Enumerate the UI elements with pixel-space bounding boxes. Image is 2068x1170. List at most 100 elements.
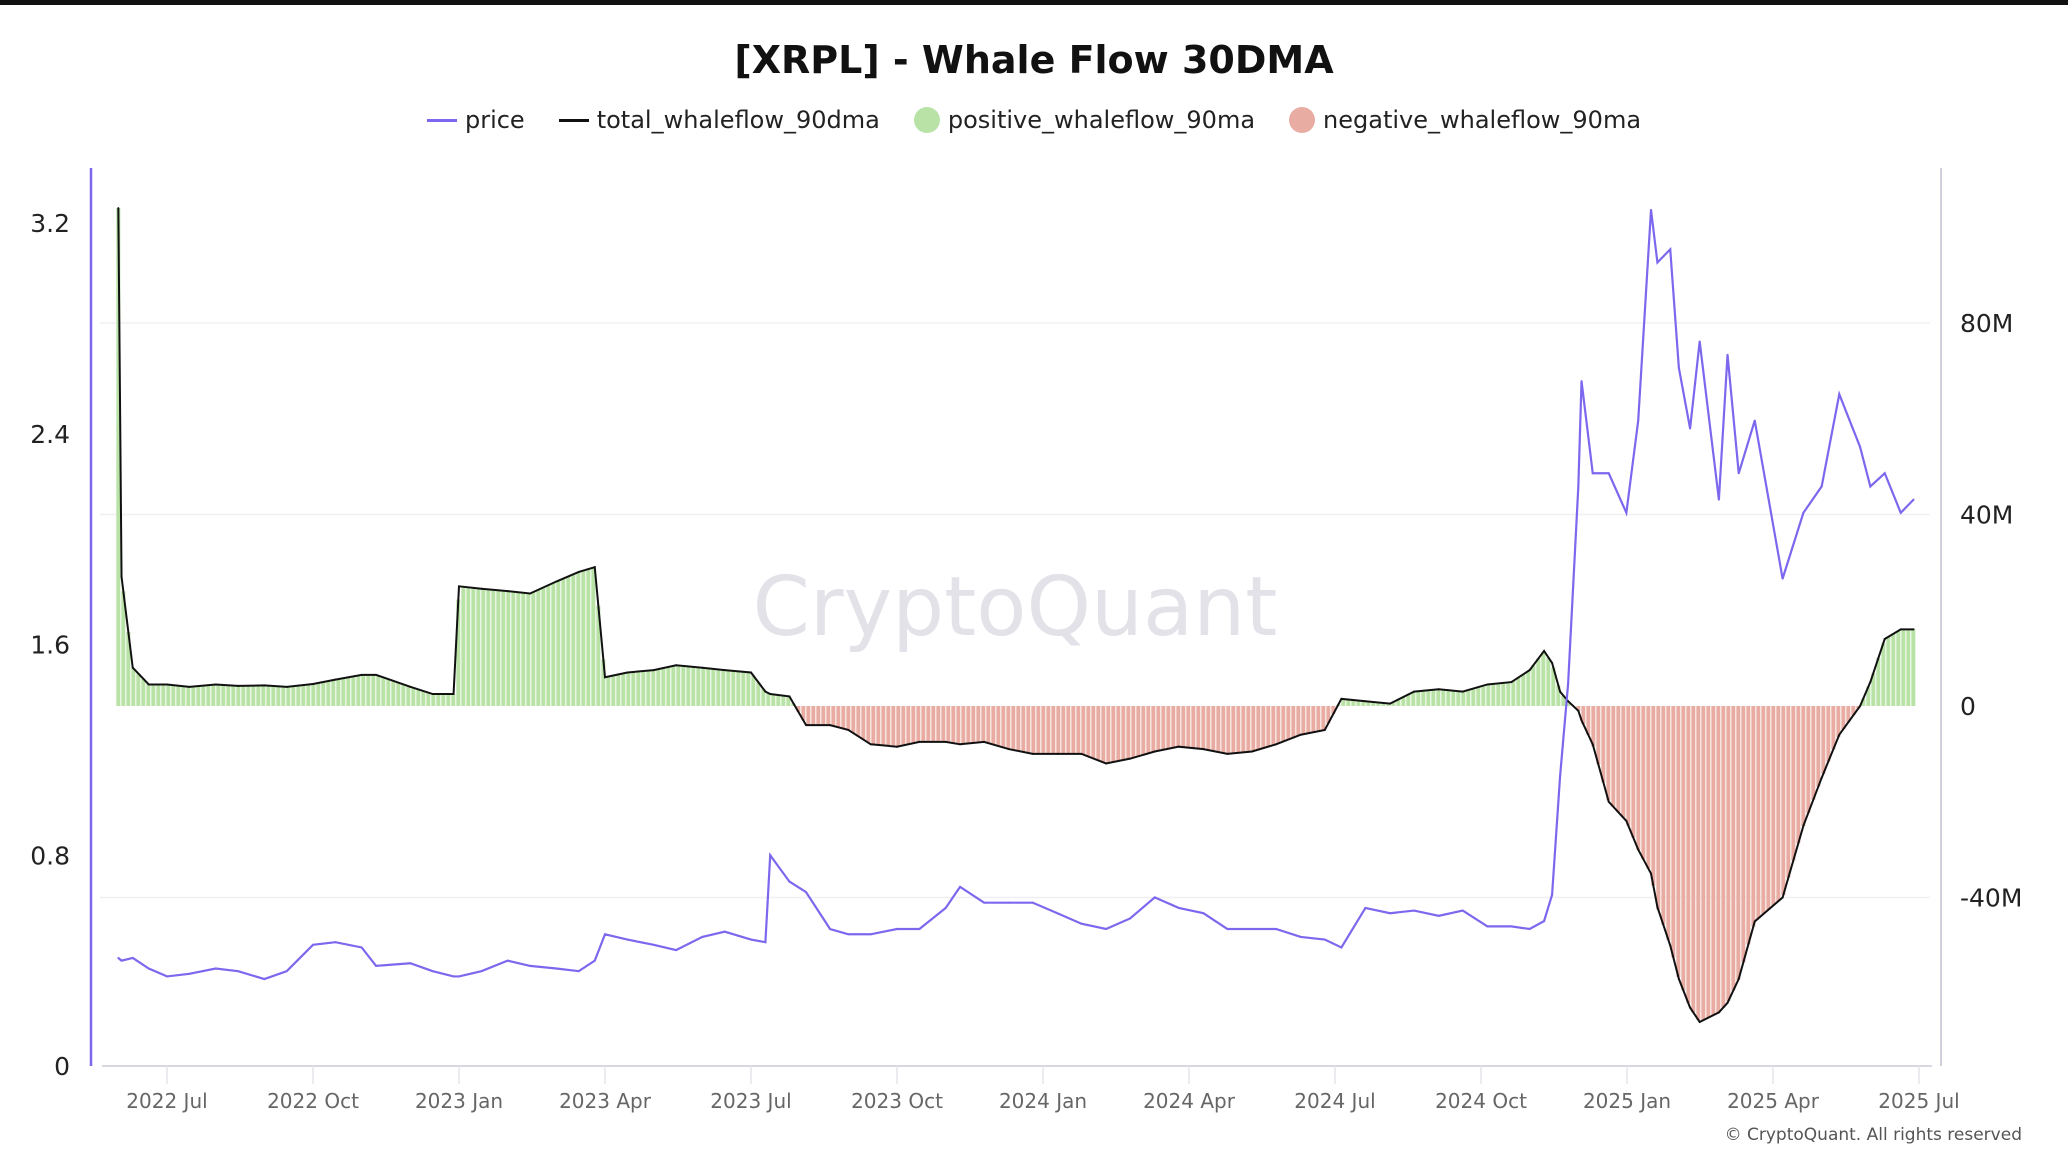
negative-whaleflow-bar: [1636, 706, 1641, 850]
positive-whaleflow-bar: [701, 667, 706, 706]
positive-whaleflow-bar: [696, 667, 701, 706]
positive-whaleflow-bar: [1516, 677, 1521, 706]
positive-whaleflow-bar: [626, 672, 631, 706]
price-point: [1323, 938, 1326, 941]
price-point: [1364, 906, 1367, 909]
positive-whaleflow-bar: [201, 685, 206, 706]
negative-whaleflow-bar: [851, 706, 856, 734]
whaleflow-point: [1912, 628, 1915, 631]
price-point: [1669, 248, 1672, 251]
negative-whaleflow-bar: [1046, 706, 1051, 754]
legend-item-negative[interactable]: negative_whaleflow_90ma: [1289, 106, 1641, 134]
positive-whaleflow-bar: [636, 671, 641, 706]
price-point: [147, 967, 150, 970]
left-axis-tick-label: 0: [54, 1052, 70, 1081]
positive-whaleflow-bar: [1886, 636, 1891, 706]
negative-whaleflow-bar: [1171, 706, 1176, 748]
whaleflow-point: [769, 693, 772, 696]
positive-whaleflow-bar: [1376, 702, 1381, 706]
legend-item-positive[interactable]: positive_whaleflow_90ma: [913, 106, 1256, 134]
negative-whaleflow-bar: [1581, 706, 1586, 725]
negative-whaleflow-bar: [1151, 706, 1156, 752]
positive-whaleflow-bar: [456, 599, 461, 706]
positive-whaleflow-bar: [586, 569, 591, 706]
negative-whaleflow-bar: [1071, 706, 1076, 754]
whaleflow-point: [1364, 700, 1367, 703]
positive-whaleflow-bar: [406, 686, 411, 706]
whaleflow-point: [1226, 752, 1229, 755]
negative-whaleflow-bar: [1651, 706, 1656, 886]
price-point: [1637, 419, 1640, 422]
positive-whaleflow-bar: [261, 685, 266, 706]
negative-whaleflow-bar: [1051, 706, 1056, 754]
whaleflow-point: [1056, 752, 1059, 755]
whaleflow-point: [944, 740, 947, 743]
whaleflow-point: [652, 669, 655, 672]
price-point: [1698, 340, 1701, 343]
whaleflow-point: [334, 678, 337, 681]
price-point: [1753, 419, 1756, 422]
whaleflow-point: [1698, 1020, 1701, 1023]
whaleflow-point: [131, 666, 134, 669]
negative-whaleflow-bar: [1641, 706, 1646, 860]
positive-whaleflow-bar: [566, 576, 571, 706]
positive-whaleflow-bar: [576, 572, 581, 706]
negative-whaleflow-bar: [1771, 706, 1776, 906]
positive-whaleflow-bar: [1491, 683, 1496, 706]
positive-whaleflow-bar: [351, 676, 356, 706]
negative-whaleflow-bar: [1306, 706, 1311, 734]
whaleflow-point: [1802, 824, 1805, 827]
negative-whaleflow-bar: [1006, 706, 1011, 749]
price-point: [1056, 912, 1059, 915]
legend-item-price[interactable]: price: [426, 106, 525, 134]
positive-whaleflow-bar: [616, 674, 621, 706]
negative-whaleflow-bar: [806, 706, 811, 726]
positive-whaleflow-bar: [186, 686, 191, 706]
legend-label: positive_whaleflow_90ma: [947, 106, 1256, 134]
positive-whaleflow-bar: [686, 666, 691, 706]
positive-whaleflow-bar: [486, 589, 491, 706]
positive-whaleflow-bar: [281, 686, 286, 706]
positive-whaleflow-bar: [306, 684, 311, 706]
negative-whaleflow-bar: [1801, 706, 1806, 826]
positive-whaleflow-bar: [591, 567, 596, 706]
positive-whaleflow-bar: [756, 682, 761, 706]
price-point: [577, 970, 580, 973]
positive-whaleflow-bar: [1386, 703, 1391, 706]
price-point: [1869, 485, 1872, 488]
negative-whaleflow-bar: [1281, 706, 1286, 742]
x-axis-tick-label: 2025 Apr: [1727, 1089, 1820, 1113]
whaleflow-point: [529, 592, 532, 595]
positive-whaleflow-bar: [231, 685, 236, 706]
positive-whaleflow-bar: [161, 684, 166, 706]
price-point: [131, 956, 134, 959]
positive-whaleflow-bar: [1346, 699, 1351, 706]
right-axis-tick-label: -40M: [1960, 884, 2022, 913]
whaleflow-point: [1389, 702, 1392, 705]
negative-whaleflow-bar: [1786, 706, 1791, 878]
positive-whaleflow-bar: [226, 685, 231, 706]
price-point: [604, 933, 606, 936]
negative-whaleflow-bar: [1706, 706, 1711, 1018]
whaleflow-point: [1129, 757, 1132, 760]
price-point: [375, 964, 378, 967]
positive-whaleflow-bar: [376, 675, 381, 706]
negative-whaleflow-bar: [1656, 706, 1661, 910]
negative-whaleflow-bar: [1686, 706, 1691, 1004]
legend-item-total[interactable]: total_whaleflow_90dma: [558, 106, 880, 134]
negative-whaleflow-bar: [1746, 706, 1751, 945]
positive-whaleflow-bar: [596, 605, 601, 706]
whaleflow-point: [1461, 690, 1464, 693]
negative-whaleflow-bar: [1711, 706, 1716, 1016]
price-point: [1883, 472, 1886, 475]
positive-whaleflow-bar: [1496, 683, 1501, 706]
positive-whaleflow-bar: [741, 671, 746, 706]
negative-whaleflow-bar: [1176, 706, 1181, 747]
positive-whaleflow-bar: [1446, 690, 1451, 706]
price-point: [1899, 511, 1902, 514]
positive-whaleflow-bar: [1531, 665, 1536, 706]
negative-whaleflow-bar: [1211, 706, 1216, 752]
positive-whaleflow-bar: [411, 687, 416, 706]
positive-whaleflow-bar: [716, 669, 721, 706]
price-point: [788, 880, 791, 883]
